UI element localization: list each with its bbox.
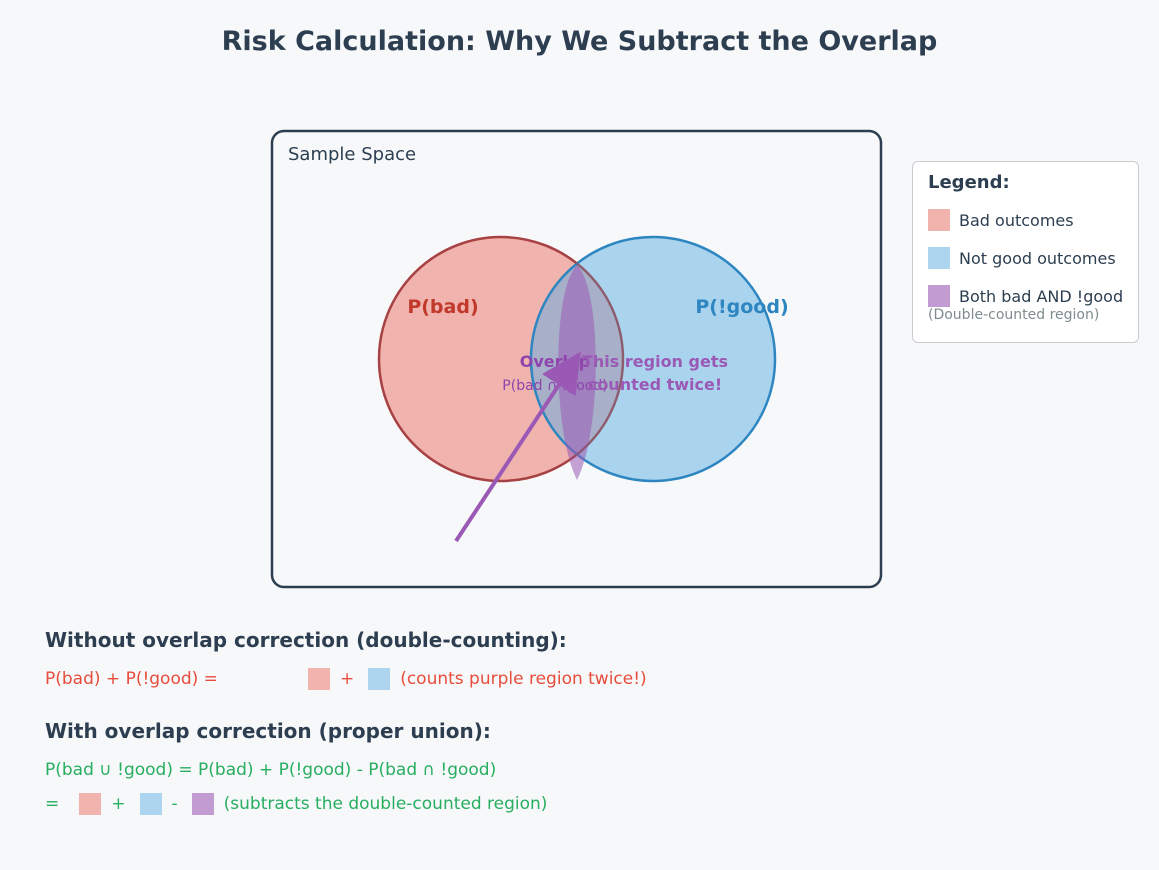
sample-space-frame [270, 129, 883, 589]
annotation-arrow [454, 351, 581, 543]
legend-item-both: Both bad AND !good [928, 277, 1138, 315]
with-swatch-notgood [139, 793, 162, 815]
label-p-notgood: P(!good) [695, 296, 788, 318]
legend: Legend: Bad outcomes Not good outcomes B… [912, 161, 1139, 343]
overlap-label: Overlap [520, 352, 591, 371]
with-minus: - [171, 794, 178, 814]
with-swatch-both [191, 793, 214, 815]
with-swatch-bad [79, 793, 102, 815]
without-correction-heading: Without overlap correction (double-count… [45, 628, 567, 652]
with-correction-formula: P(bad ∪ !good) = P(bad) + P(!good) - P(b… [45, 760, 496, 780]
legend-label-both: Both bad AND !good [959, 286, 1124, 306]
legend-note: (Double-counted region) [928, 307, 1100, 323]
without-swatch-bad [307, 668, 330, 690]
with-plus: + [111, 794, 126, 814]
without-swatch-notgood [368, 668, 391, 690]
without-correction-formula: P(bad) + P(!good) = + (counts purple reg… [45, 668, 647, 690]
with-equals: = [45, 794, 60, 814]
with-formula-text: P(bad ∪ !good) = P(bad) + P(!good) - P(b… [45, 760, 497, 780]
legend-title: Legend: [928, 172, 1010, 193]
legend-swatch-bad [928, 209, 950, 231]
label-p-bad: P(bad) [407, 296, 478, 318]
without-plus: + [339, 669, 355, 689]
circle-bad-outline [378, 236, 624, 482]
legend-label-bad: Bad outcomes [959, 210, 1074, 230]
with-correction-visual: = + - (subtracts the double-counted regi… [45, 793, 547, 815]
with-correction-heading: With overlap correction (proper union): [45, 719, 491, 743]
with-note: (subtracts the double-counted region) [223, 794, 548, 814]
page-title: Risk Calculation: Why We Subtract the Ov… [221, 26, 938, 57]
annotation-line-1: This region gets [582, 352, 728, 371]
annotation-line-2: counted twice! [588, 375, 722, 394]
legend-swatch-notgood [928, 247, 950, 269]
sample-space-label: Sample Space [288, 144, 416, 165]
without-note: (counts purple region twice!) [400, 669, 647, 689]
legend-item-bad: Bad outcomes [928, 201, 1138, 239]
legend-swatch-both [928, 285, 950, 307]
legend-item-notgood: Not good outcomes [928, 239, 1138, 277]
without-formula-text: P(bad) + P(!good) = [45, 669, 218, 689]
legend-label-notgood: Not good outcomes [959, 248, 1116, 268]
